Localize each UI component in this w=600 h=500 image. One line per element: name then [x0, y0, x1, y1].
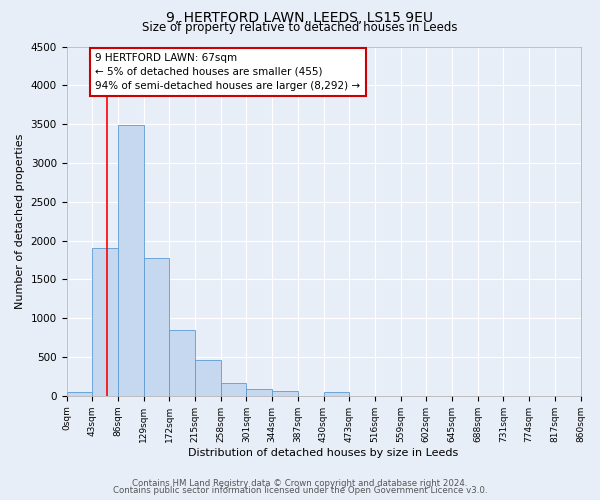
Text: Contains public sector information licensed under the Open Government Licence v3: Contains public sector information licen…: [113, 486, 487, 495]
Y-axis label: Number of detached properties: Number of detached properties: [15, 134, 25, 309]
Bar: [272, 391, 298, 396]
Bar: [169, 330, 195, 396]
Bar: [323, 392, 349, 396]
Bar: [247, 389, 272, 396]
Bar: [221, 382, 247, 396]
Bar: [195, 360, 221, 396]
Bar: [143, 258, 169, 396]
X-axis label: Distribution of detached houses by size in Leeds: Distribution of detached houses by size …: [188, 448, 458, 458]
Text: 9 HERTFORD LAWN: 67sqm
← 5% of detached houses are smaller (455)
94% of semi-det: 9 HERTFORD LAWN: 67sqm ← 5% of detached …: [95, 52, 361, 90]
Bar: [118, 125, 143, 396]
Text: Contains HM Land Registry data © Crown copyright and database right 2024.: Contains HM Land Registry data © Crown c…: [132, 478, 468, 488]
Text: Size of property relative to detached houses in Leeds: Size of property relative to detached ho…: [142, 22, 458, 35]
Bar: [67, 392, 92, 396]
Bar: [92, 248, 118, 396]
Text: 9, HERTFORD LAWN, LEEDS, LS15 9EU: 9, HERTFORD LAWN, LEEDS, LS15 9EU: [167, 11, 433, 25]
